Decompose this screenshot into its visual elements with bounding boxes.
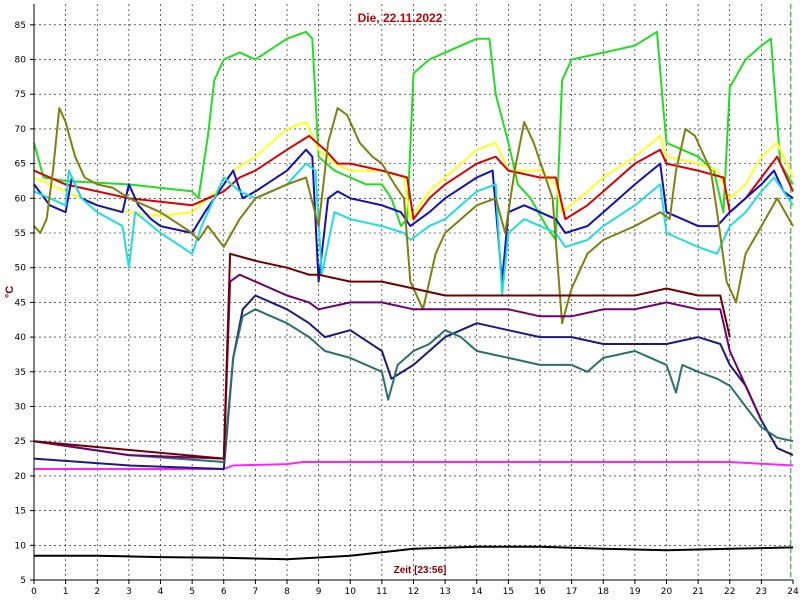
x-tick-label: 7 [253,587,259,597]
chart-title: Die, 22.11.2022 [358,11,443,25]
x-tick-label: 11 [376,587,387,597]
x-tick-label: 20 [661,587,673,597]
x-tick-label: 5 [189,587,195,597]
series-line-7 [34,461,794,470]
series-line-1 [33,30,794,241]
series-layer [33,30,794,561]
series-line-2 [33,121,794,221]
x-tick-label: 19 [629,587,641,597]
x-tick-label: 10 [345,587,357,597]
series-line-11 [33,252,731,460]
series-line-4 [33,148,794,283]
grid [34,4,793,581]
x-tick-label: 9 [316,587,322,597]
series-line-8 [33,294,794,470]
y-tick-label: 60 [15,194,27,204]
y-tick-label: 85 [15,21,26,31]
y-tick-label: 65 [15,160,26,170]
x-tick-label: 17 [566,587,577,597]
x-tick-label: 13 [439,587,450,597]
y-tick-label: 15 [15,507,26,517]
y-tick-label: 80 [15,56,27,66]
y-tick-label: 75 [15,90,26,100]
x-tick-label: 4 [158,587,164,597]
y-tick-label: 45 [15,298,26,308]
y-tick-label: 70 [15,125,27,135]
x-tick-label: 15 [503,587,514,597]
series-line-3 [33,134,794,221]
x-tick-label: 24 [787,587,799,597]
x-tick-label: 3 [126,587,132,597]
x-tick-label: 16 [534,587,546,597]
series-line-12 [34,545,794,561]
x-tick-label: 1 [63,587,69,597]
series-line-5 [33,162,794,297]
y-tick-label: 50 [15,264,27,274]
y-axis-label: °C [4,286,16,298]
y-tick-label: 10 [15,541,27,551]
y-tick-label: 20 [15,472,27,482]
x-tick-label: 14 [471,587,483,597]
x-tick-label: 8 [284,587,290,597]
y-tick-label: 5 [20,576,26,586]
x-tick-label: 12 [408,587,419,597]
y-tick-label: 30 [15,403,27,413]
x-tick-label: 0 [31,587,37,597]
axis-layer: 0 1 2 3 4 5 6 7 8 9 10 11 12 13 14 15 16 17 18 19 20 21 22 23 24… [15,4,799,597]
series-line-10 [33,273,763,460]
x-tick-label: 6 [221,587,227,597]
series-line-9 [33,308,794,463]
x-tick-label: 2 [94,587,100,597]
y-tick-label: 25 [15,437,26,447]
x-axis-label: Zeit [23:56] [394,565,447,576]
y-tick-label: 35 [15,368,26,378]
x-tick-label: 23 [756,587,767,597]
x-tick-label: 18 [598,587,610,597]
y-tick-label: 55 [15,229,26,239]
y-tick-label: 40 [15,333,27,343]
x-tick-label: 21 [692,587,703,597]
x-tick-label: 22 [724,587,735,597]
